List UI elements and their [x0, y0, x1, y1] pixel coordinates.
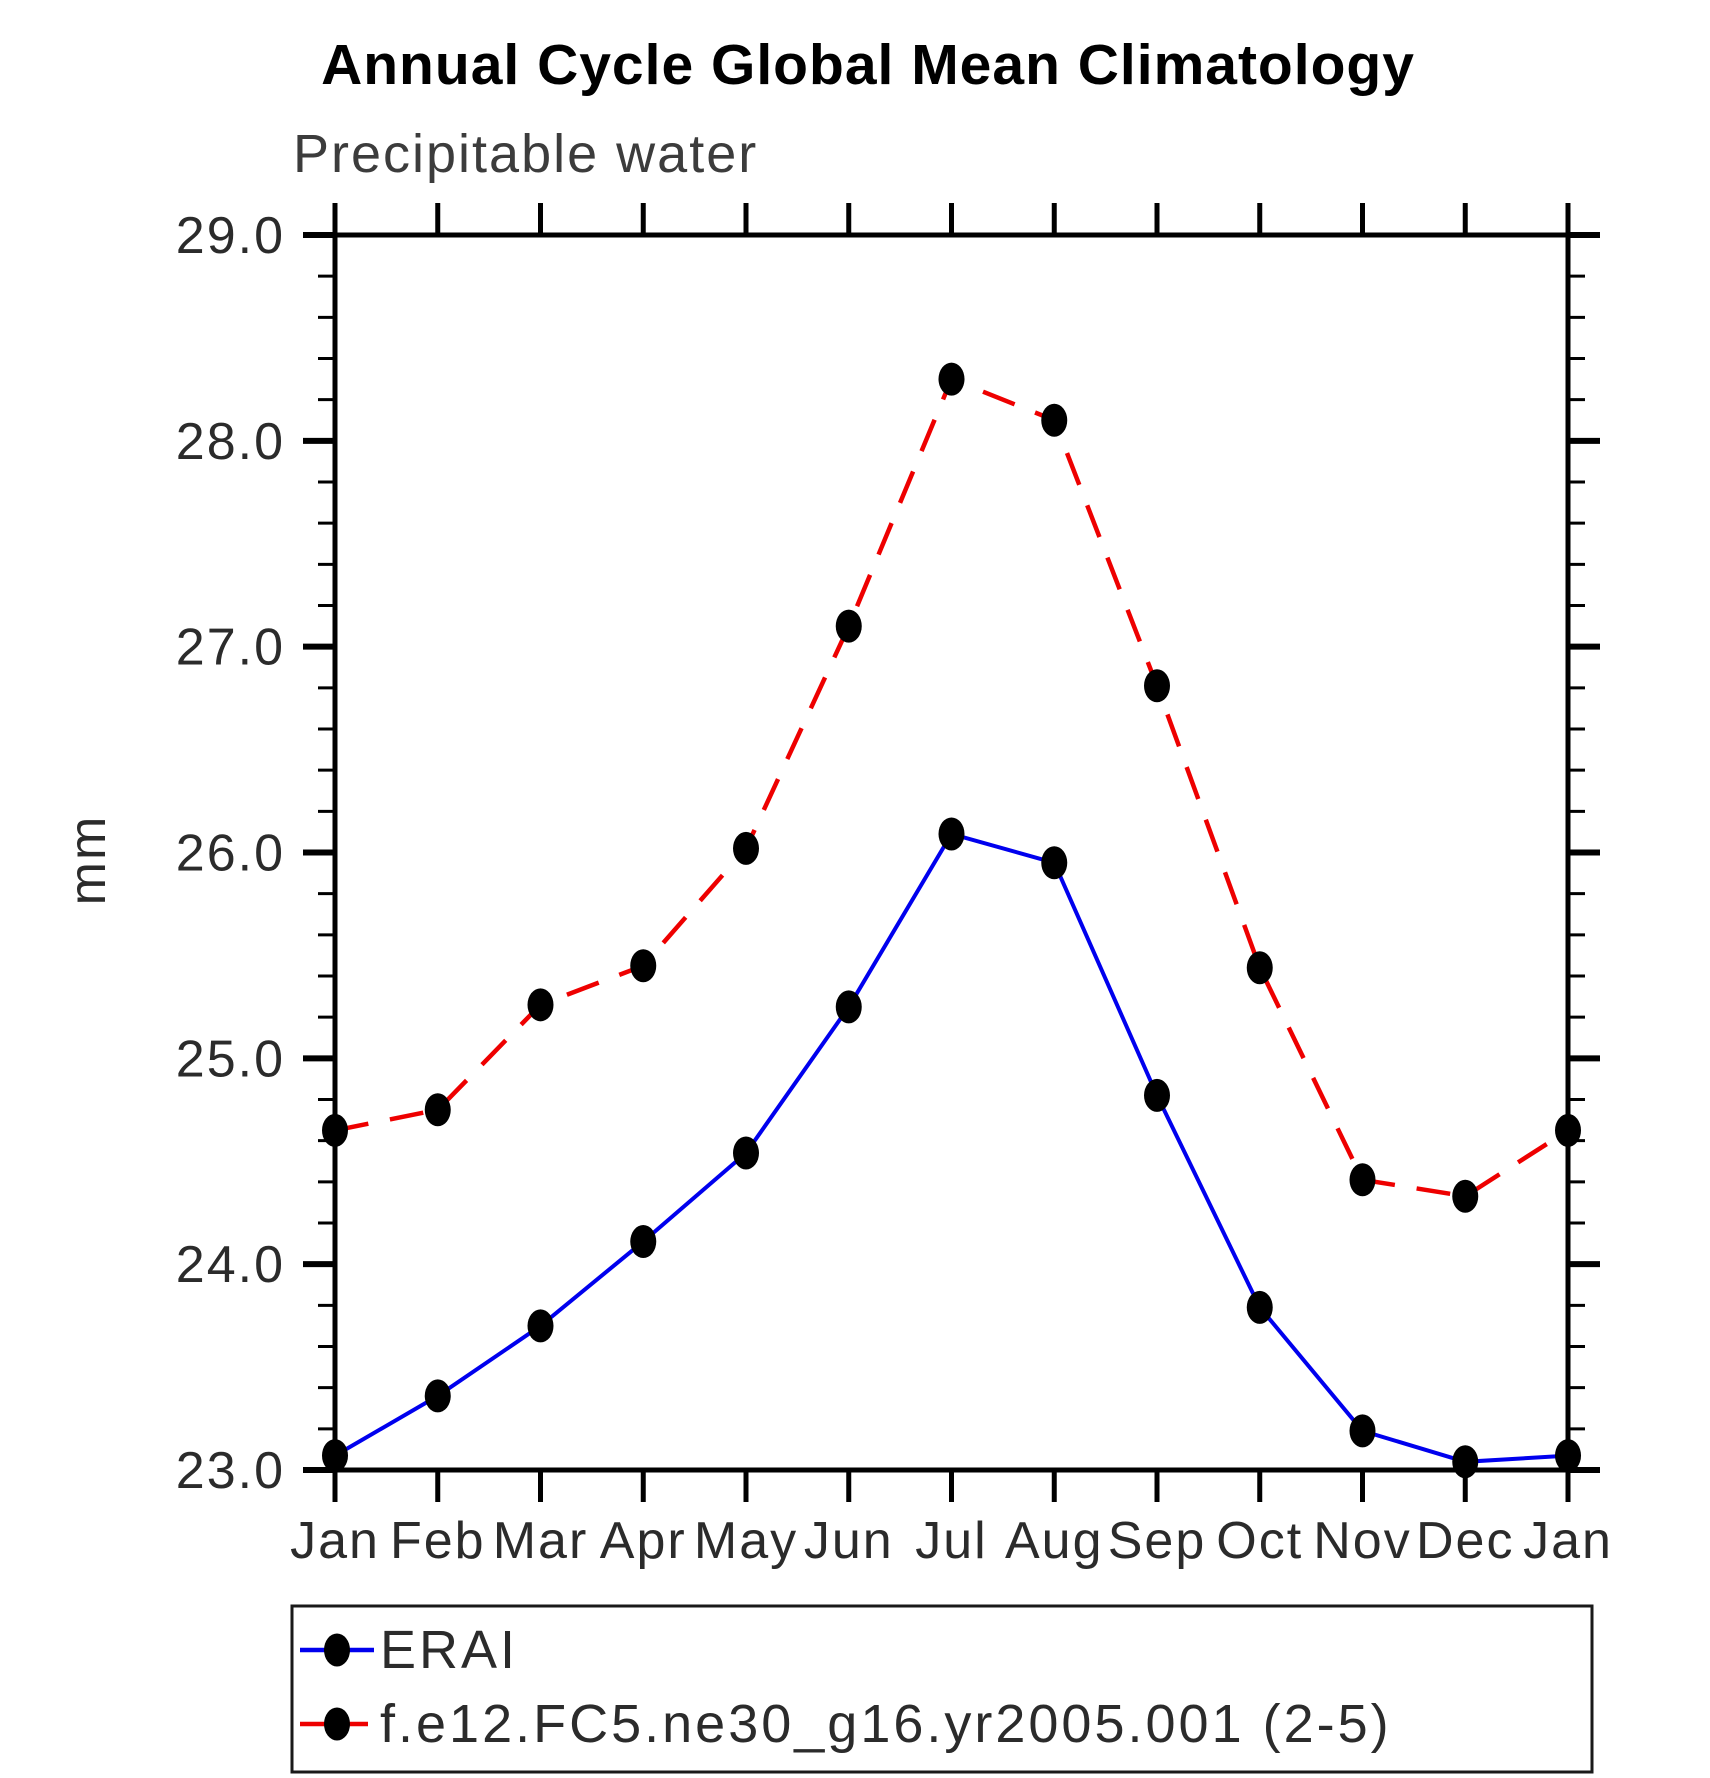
data-point-marker	[938, 817, 965, 851]
series-line-erai	[333, 831, 1569, 1464]
legend-sample-marker-model	[324, 1707, 350, 1741]
legend-label-erai: ERAI	[380, 1620, 518, 1680]
y-tick-label: 23.0	[176, 1442, 285, 1500]
x-tick-label: Apr	[600, 1512, 687, 1570]
data-point-marker	[938, 362, 965, 396]
data-point-marker	[1246, 1290, 1273, 1324]
x-tick-label: Sep	[1108, 1512, 1207, 1570]
x-tick-label: Jun	[804, 1512, 894, 1570]
data-point-marker	[835, 609, 862, 643]
data-point-marker	[733, 1136, 759, 1170]
chart-title: Annual Cycle Global Mean Climatology	[321, 33, 1415, 97]
data-point-marker	[1041, 403, 1068, 437]
data-point-marker	[1349, 1163, 1376, 1197]
data-point-marker	[1041, 846, 1068, 880]
data-point-marker	[1246, 951, 1273, 985]
data-point-marker	[630, 1225, 657, 1259]
data-point-marker	[322, 1113, 348, 1147]
y-tick-label: 24.0	[176, 1236, 285, 1294]
data-point-marker	[322, 1439, 348, 1473]
data-point-marker	[1452, 1179, 1479, 1213]
x-tick-label: Jul	[915, 1512, 987, 1570]
x-tick-label: Jan	[1523, 1512, 1613, 1570]
x-tick-label: Feb	[390, 1512, 486, 1570]
legend-box: ERAI f.e12.FC5.ne30_g16.yr2005.001 (2-5)	[290, 1604, 1594, 1774]
y-tick-label: 25.0	[176, 1030, 285, 1088]
x-tick-label: Jan	[290, 1512, 380, 1570]
plot-frame	[332, 232, 1571, 1473]
legend-label-model: f.e12.FC5.ne30_g16.yr2005.001 (2-5)	[380, 1694, 1392, 1754]
data-point-marker	[1555, 1439, 1581, 1473]
x-tick-label: Mar	[493, 1512, 589, 1570]
x-tick-label: Dec	[1416, 1512, 1514, 1570]
legend-border	[290, 1604, 1594, 1774]
x-tick-label: Aug	[1005, 1512, 1104, 1570]
data-point-marker	[1349, 1414, 1376, 1448]
series-line-model	[334, 376, 1570, 1199]
data-point-marker	[630, 949, 657, 983]
x-tick-label: May	[694, 1512, 798, 1570]
data-point-marker	[1452, 1445, 1479, 1479]
legend-sample-marker-erai	[324, 1633, 350, 1667]
y-tick-label: 28.0	[176, 413, 285, 471]
data-point-marker	[733, 831, 759, 865]
y-tick-label: 29.0	[176, 207, 285, 265]
x-tick-label: Nov	[1313, 1512, 1411, 1570]
data-point-marker	[835, 990, 862, 1024]
data-point-marker	[527, 988, 554, 1022]
chart-subtitle: Precipitable water	[293, 124, 758, 184]
data-point-marker	[1144, 1078, 1170, 1112]
data-point-marker	[1144, 669, 1170, 703]
x-tick-label: Oct	[1216, 1512, 1303, 1570]
data-point-marker	[527, 1309, 554, 1343]
series-layer	[322, 362, 1581, 1479]
data-point-marker	[424, 1093, 451, 1127]
y-tick-label: 26.0	[176, 825, 285, 883]
y-tick-label: 27.0	[176, 619, 285, 677]
y-axis-title: mm	[59, 815, 117, 906]
data-point-marker	[1555, 1113, 1581, 1147]
data-point-marker	[424, 1379, 451, 1413]
